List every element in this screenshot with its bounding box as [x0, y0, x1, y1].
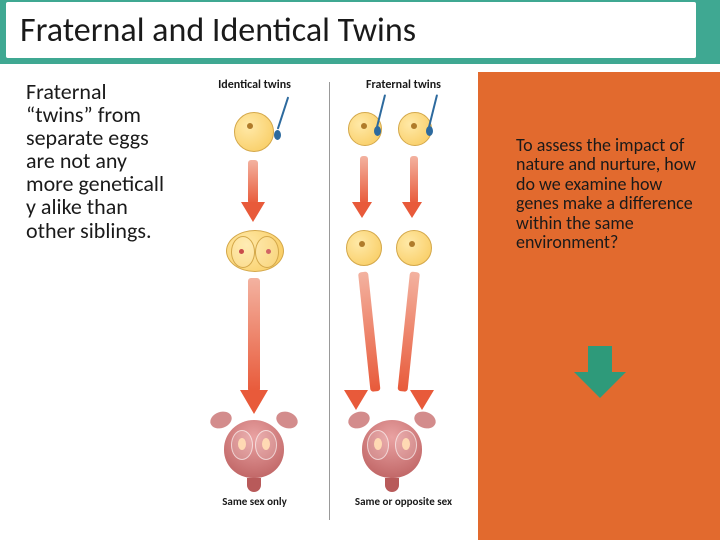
fraternal-sperm2-icon: [424, 94, 460, 144]
identical-split-egg-icon: [226, 230, 284, 272]
fraternal-stage2-egg2-icon: [396, 230, 432, 266]
right-body-text: To assess the impact of nature and nurtu…: [516, 136, 706, 253]
fraternal-stage2-egg1-icon: [346, 230, 382, 266]
identical-label: Identical twins: [180, 78, 329, 92]
left-body-text: Fraternal “twins” from separate eggs are…: [26, 80, 166, 242]
fraternal-sperm1-icon: [372, 94, 408, 144]
fraternal-uterus-icon: [352, 412, 432, 488]
twins-diagram: Identical twins Fraternal twins: [180, 72, 478, 540]
identical-sperm-icon: [270, 94, 306, 144]
fraternal-label: Fraternal twins: [329, 78, 478, 92]
header-bar: Fraternal and Identical Twins: [0, 0, 720, 64]
identical-uterus-icon: [214, 412, 294, 488]
page-title: Fraternal and Identical Twins: [20, 10, 416, 51]
down-arrow-icon: [570, 342, 630, 402]
header-inner: Fraternal and Identical Twins: [6, 2, 696, 58]
right-panel: To assess the impact of nature and nurtu…: [478, 72, 720, 540]
fraternal-bottom-label: Same or opposite sex: [329, 496, 478, 508]
identical-egg-icon: [234, 112, 274, 152]
identical-bottom-label: Same sex only: [180, 496, 329, 508]
left-text-column: Fraternal “twins” from separate eggs are…: [26, 80, 166, 242]
diagram-divider: [329, 82, 330, 520]
